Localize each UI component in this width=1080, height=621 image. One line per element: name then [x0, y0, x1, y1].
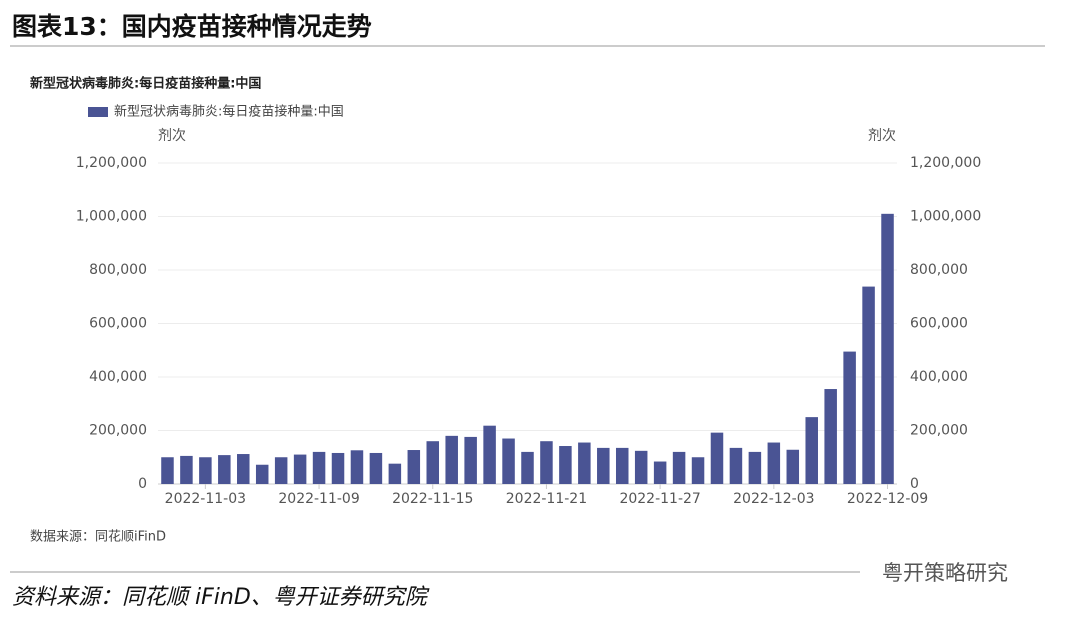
bar [653, 461, 667, 484]
bar [237, 454, 250, 484]
bar [255, 464, 269, 484]
y-tick-label: 1,200,000 [76, 155, 147, 171]
bar [748, 451, 762, 484]
chart-title: 新型冠状病毒肺炎:每日疫苗接种量:中国 [30, 76, 261, 92]
y2-tick-label: 1,200,000 [910, 155, 981, 171]
x-tick-label: 2022-11-09 [278, 491, 359, 507]
y-tick-label: 400,000 [89, 369, 147, 385]
bar [350, 450, 364, 484]
y-tick-label: 200,000 [89, 423, 147, 439]
bar [786, 449, 800, 484]
bar [729, 447, 743, 484]
bar [218, 455, 231, 484]
x-tick-label: 2022-11-21 [506, 491, 587, 507]
y-tick-label: 800,000 [89, 262, 147, 278]
bar [369, 452, 383, 484]
legend-label: 新型冠状病毒肺炎:每日疫苗接种量:中国 [114, 104, 344, 120]
bar [559, 446, 572, 484]
bar [388, 463, 402, 484]
footer: 资料来源：同花顺 iFinD、粤开证券研究院 [12, 585, 430, 610]
y-tick-label: 0 [138, 476, 147, 492]
bar [672, 451, 686, 484]
bar [862, 286, 875, 484]
x-tick-label: 2022-11-27 [619, 491, 700, 507]
bar [615, 447, 629, 484]
bar [199, 457, 212, 484]
bar [331, 452, 345, 484]
bar [824, 389, 837, 484]
y2-tick-label: 1,000,000 [910, 209, 981, 225]
bar [597, 447, 610, 484]
x-tick-label: 2022-12-09 [847, 491, 928, 507]
bar [312, 451, 326, 484]
y-axis-label: 剂次 [158, 128, 186, 144]
y2-tick-label: 800,000 [910, 262, 968, 278]
bar [502, 438, 515, 484]
page-title: 图表13：国内疫苗接种情况走势 [12, 12, 372, 41]
y2-tick-label: 400,000 [910, 369, 968, 385]
y2-tick-label: 200,000 [910, 423, 968, 439]
y2-axis-label: 剂次 [868, 128, 896, 144]
bar [691, 457, 705, 484]
bar [161, 457, 174, 484]
y2-tick-label: 600,000 [910, 316, 968, 332]
bar [521, 451, 534, 484]
bar [293, 454, 307, 484]
bar [767, 442, 781, 484]
bar [445, 435, 458, 484]
bar [426, 441, 440, 484]
x-tick-label: 2022-11-03 [165, 491, 246, 507]
bar [464, 436, 477, 484]
bar [710, 432, 724, 484]
x-tick-label: 2022-12-03 [733, 491, 814, 507]
watermark: 粤开策略研究 [882, 561, 1008, 585]
legend-swatch [88, 107, 108, 117]
bar [805, 417, 818, 484]
source-note: 数据来源：同花顺iFinD [30, 529, 166, 545]
bar [540, 441, 553, 484]
bar [274, 457, 288, 484]
bar [407, 450, 421, 484]
bar [881, 213, 894, 484]
bar [578, 442, 591, 484]
x-tick-label: 2022-11-15 [392, 491, 473, 507]
y-tick-label: 600,000 [89, 316, 147, 332]
bar [634, 450, 648, 484]
bar [843, 351, 856, 484]
y2-tick-label: 0 [910, 476, 919, 492]
bar [483, 425, 496, 484]
y-tick-label: 1,000,000 [76, 209, 147, 225]
bar [180, 455, 193, 484]
